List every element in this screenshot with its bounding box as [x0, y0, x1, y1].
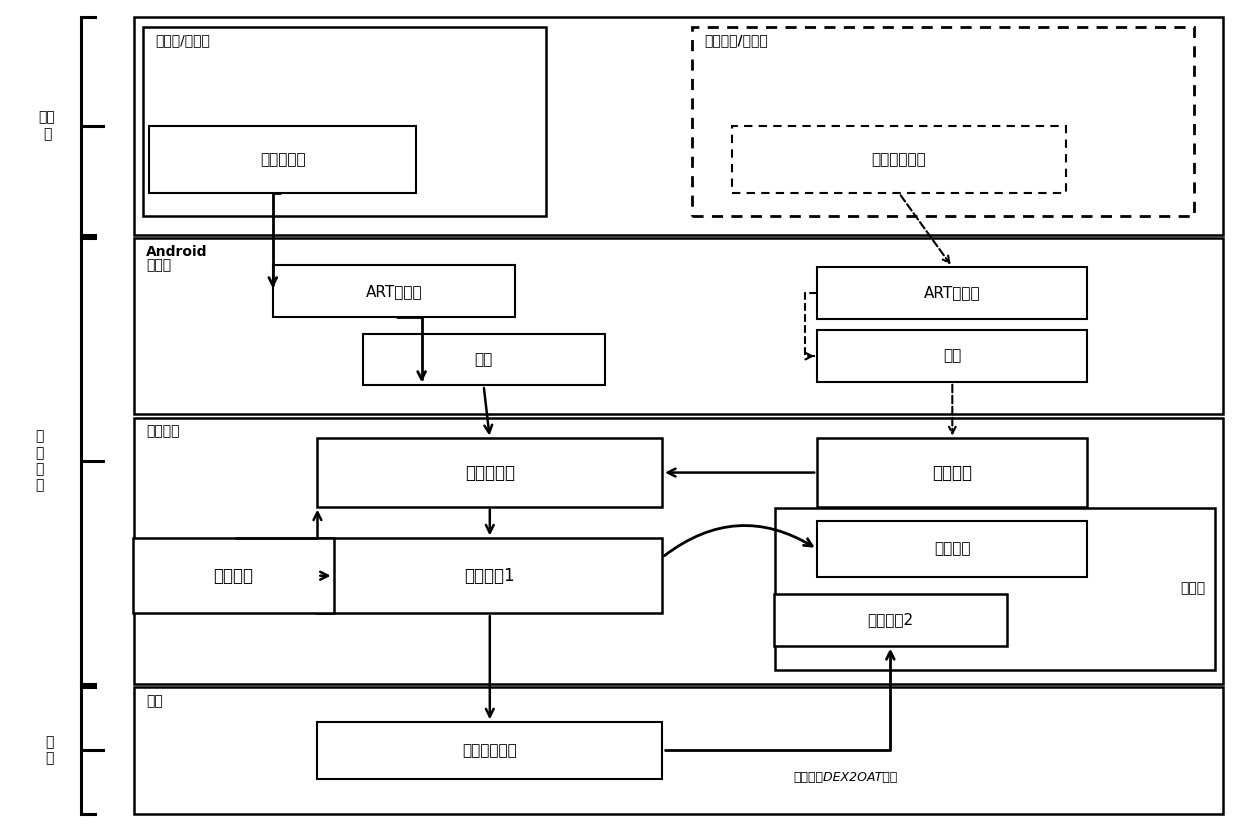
Text: 系统框架: 系统框架: [146, 424, 180, 438]
Text: Android: Android: [146, 245, 208, 259]
Bar: [134, 418, 1223, 684]
Bar: [775, 508, 1215, 670]
Text: 可信的应用: 可信的应用: [260, 152, 305, 167]
Text: 运行时: 运行时: [146, 258, 171, 272]
Bar: [317, 722, 662, 779]
Text: 安全卫士: 安全卫士: [932, 463, 972, 482]
Text: 应用
层: 应用 层: [38, 111, 56, 141]
Bar: [817, 267, 1087, 319]
Bar: [774, 594, 1007, 646]
Text: ART虚拟机: ART虚拟机: [924, 285, 981, 300]
Text: 迁移接口1: 迁移接口1: [465, 567, 515, 585]
Text: ART虚拟机: ART虚拟机: [366, 284, 423, 299]
Bar: [273, 265, 516, 317]
Text: 可信源/服务器: 可信源/服务器: [155, 33, 210, 47]
Bar: [133, 538, 334, 613]
Text: 不可信的应用: 不可信的应用: [872, 152, 926, 167]
Bar: [817, 521, 1087, 577]
Text: 客户端: 客户端: [1180, 582, 1205, 596]
Bar: [134, 687, 1223, 814]
Text: 汇编: 汇编: [944, 349, 961, 364]
Text: 用
户
空
间: 用 户 空 间: [36, 429, 43, 493]
Text: 内核: 内核: [146, 694, 164, 708]
Bar: [143, 27, 546, 216]
Bar: [134, 238, 1223, 414]
Bar: [692, 27, 1194, 216]
Text: 迁移接口2: 迁移接口2: [867, 612, 914, 627]
Bar: [317, 438, 662, 507]
Bar: [817, 330, 1087, 382]
Text: 汇编: 汇编: [475, 352, 492, 367]
Text: 机器码生成: 机器码生成: [465, 463, 515, 482]
Text: 通过绑定DEX2OAT接口: 通过绑定DEX2OAT接口: [794, 770, 898, 784]
Bar: [134, 17, 1223, 235]
Text: 内
核: 内 核: [46, 735, 53, 765]
Bar: [150, 126, 417, 193]
Text: 内核模块接口: 内核模块接口: [463, 743, 517, 758]
Bar: [817, 438, 1087, 507]
Bar: [362, 334, 605, 385]
Bar: [317, 538, 662, 613]
Text: 垃圾回收: 垃圾回收: [934, 542, 971, 557]
Bar: [732, 126, 1066, 193]
Text: 失败恢复: 失败恢复: [213, 567, 253, 585]
Text: 不可信源/服务器: 不可信源/服务器: [704, 33, 768, 47]
